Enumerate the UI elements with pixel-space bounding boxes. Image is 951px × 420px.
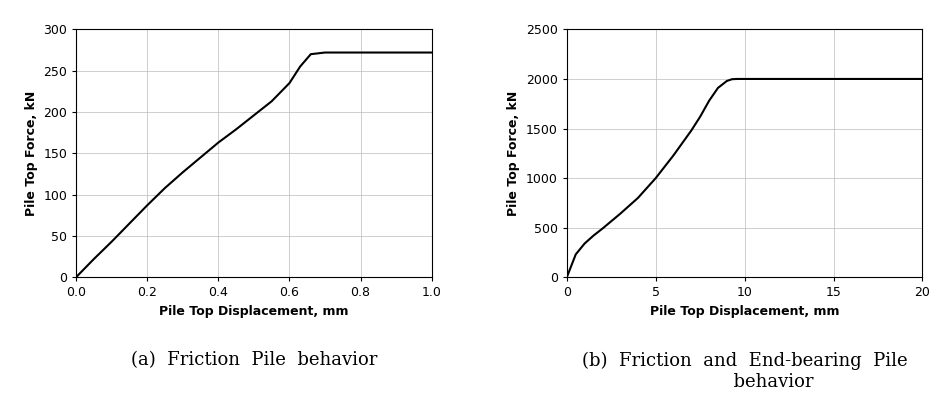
Y-axis label: Pile Top Force, kN: Pile Top Force, kN <box>25 91 38 216</box>
Text: (b)  Friction  and  End-bearing  Pile
          behavior: (b) Friction and End-bearing Pile behavi… <box>582 352 907 391</box>
Y-axis label: Pile Top Force, kN: Pile Top Force, kN <box>508 91 520 216</box>
X-axis label: Pile Top Displacement, mm: Pile Top Displacement, mm <box>159 305 349 318</box>
Text: (a)  Friction  Pile  behavior: (a) Friction Pile behavior <box>130 352 378 370</box>
X-axis label: Pile Top Displacement, mm: Pile Top Displacement, mm <box>650 305 840 318</box>
